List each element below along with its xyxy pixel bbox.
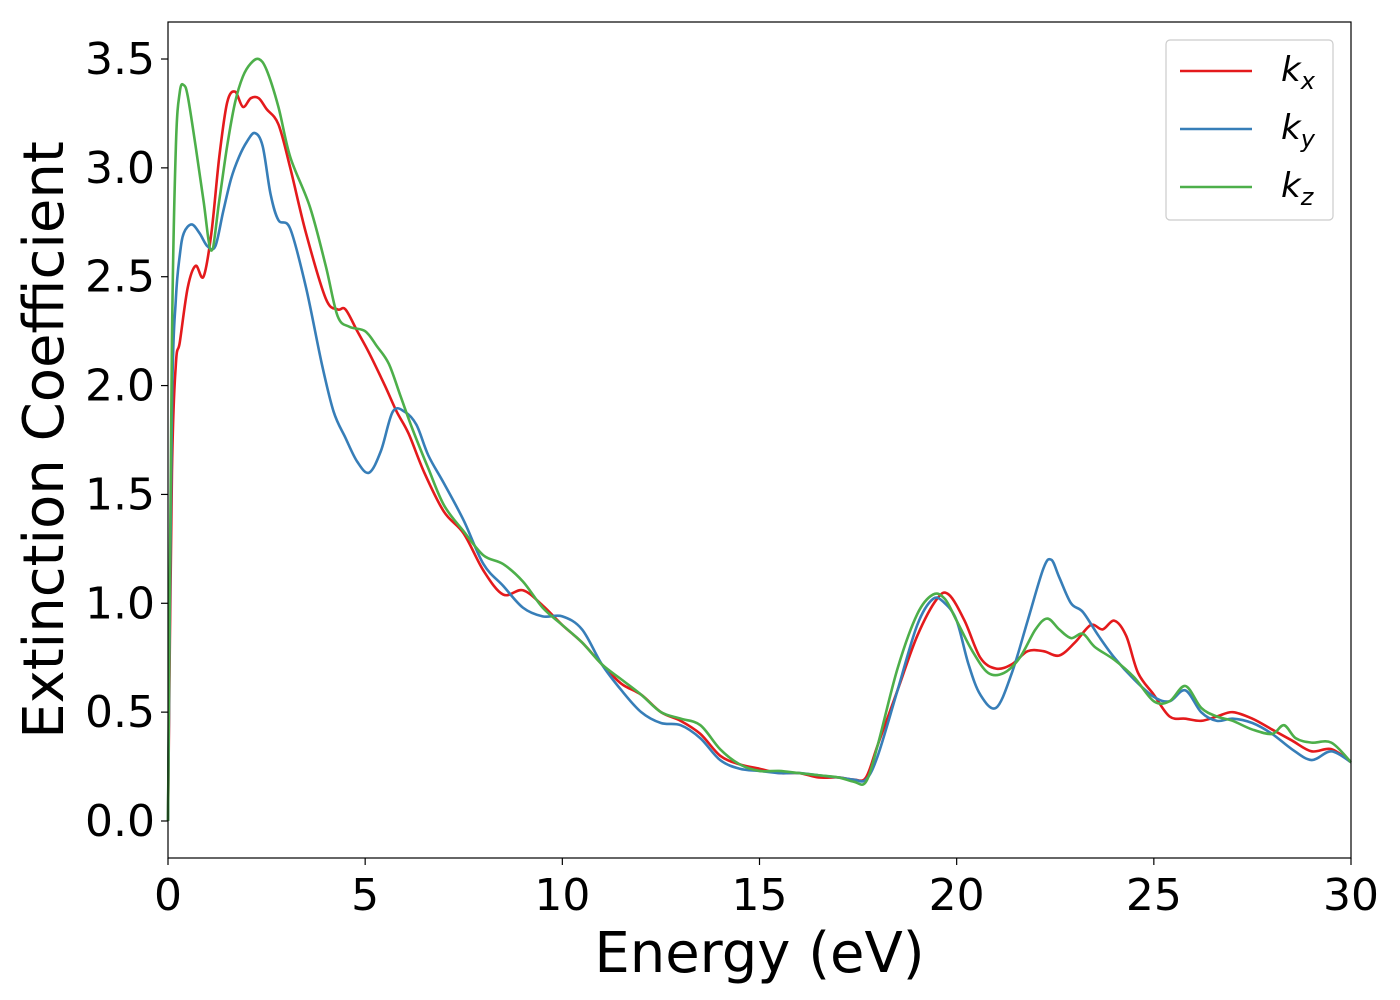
x-tick-label: 5 (351, 870, 379, 921)
x-axis-ticks: 0 5 10 15 20 25 30 (154, 858, 1379, 921)
legend-label-x: kx (1281, 50, 1316, 95)
x-tick-label: 15 (732, 870, 788, 921)
x-tick-label: 20 (929, 870, 985, 921)
series-line-y (166, 131, 1352, 822)
x-tick-label: 25 (1126, 870, 1182, 921)
series-layer (166, 57, 1352, 822)
legend-label-y: ky (1281, 108, 1316, 153)
x-tick-label: 10 (534, 870, 590, 921)
y-tick-label: 2.5 (85, 252, 155, 303)
y-tick-label: 1.5 (85, 469, 155, 520)
y-axis-label: Extinction Coefficient (12, 141, 77, 739)
y-tick-label: 0.5 (85, 687, 155, 738)
plot-area (168, 22, 1351, 858)
y-axis-ticks: 0.0 0.5 1.0 1.5 2.0 2.5 3.0 3.5 (85, 34, 168, 847)
y-tick-label: 1.0 (85, 578, 155, 629)
x-tick-label: 0 (154, 870, 182, 921)
y-tick-label: 3.5 (85, 34, 155, 85)
legend: kx ky kz (1165, 39, 1334, 221)
y-tick-label: 3.0 (85, 143, 155, 194)
x-tick-label: 30 (1323, 870, 1379, 921)
series-line-z (166, 57, 1352, 822)
y-tick-label: 2.0 (85, 361, 155, 412)
y-tick-label: 0.0 (85, 796, 155, 847)
legend-label-z: kz (1281, 166, 1315, 211)
x-axis-label: Energy (eV) (594, 921, 924, 986)
